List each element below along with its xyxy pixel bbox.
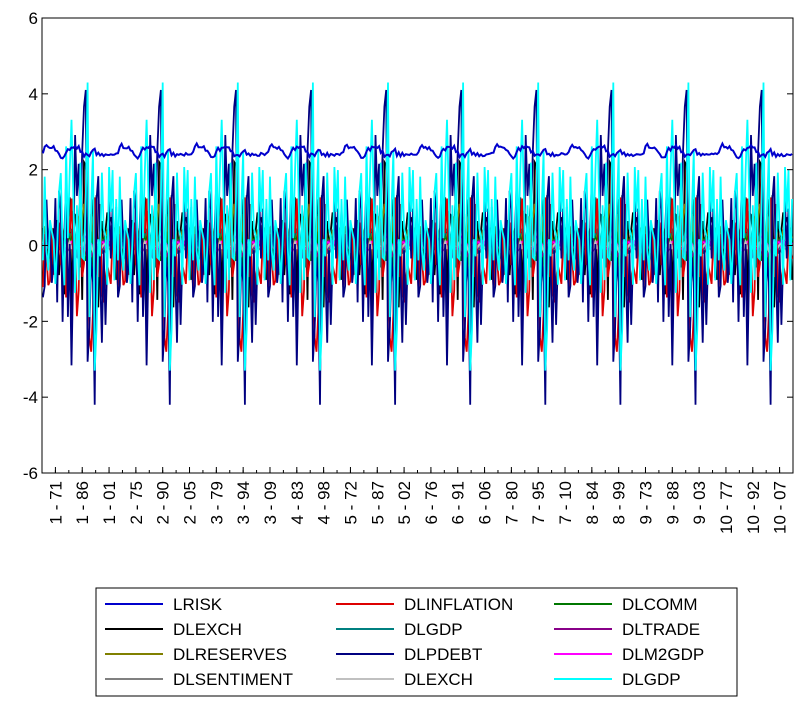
x-tick-label: 1 - 86: [73, 481, 92, 524]
x-tick-label: 10 - 92: [744, 481, 763, 534]
legend-label: DLSENTIMENT: [173, 670, 293, 689]
x-tick-label: 5 - 87: [368, 481, 387, 524]
legend-label: DLGDP: [404, 620, 463, 639]
x-tick-label: 7 - 95: [529, 481, 548, 524]
x-tick-label: 6 - 76: [422, 481, 441, 524]
x-tick-label: 9 - 73: [636, 481, 655, 524]
series-layer: [41, 82, 793, 405]
x-tick-label: 4 - 83: [288, 481, 307, 524]
x-tick-label: 10 - 77: [717, 481, 736, 534]
legend-label: DLTRADE: [622, 620, 700, 639]
x-axis: 1 - 71 1 - 86 1 - 01 2 - 75 2 - 90 2 - 05 3 - …: [41, 467, 794, 534]
y-tick-label: 0: [29, 237, 38, 256]
x-tick-label: 9 - 03: [690, 481, 709, 524]
legend-label: DLCOMM: [622, 595, 698, 614]
series-line-dlgdp-11: [42, 82, 793, 371]
x-tick-label: 6 - 06: [476, 481, 495, 524]
x-tick-label: 1 - 71: [46, 481, 65, 524]
x-tick-label: 7 - 80: [502, 481, 521, 524]
x-tick-label: 7 - 10: [556, 481, 575, 524]
x-tick-label: 8 - 99: [610, 481, 629, 524]
legend-label: DLEXCH: [404, 670, 473, 689]
y-tick-label: 6: [29, 9, 38, 28]
y-tick-label: 4: [29, 85, 38, 104]
legend-label: DLGDP: [622, 670, 681, 689]
legend-label: DLINFLATION: [404, 595, 513, 614]
x-tick-label: 3 - 79: [207, 481, 226, 524]
y-tick-label: 2: [29, 161, 38, 180]
legend: LRISK DLINFLATION DLCOMM DLEXCH DLGDP DLTRADE…: [95, 587, 738, 697]
x-tick-label: 5 - 02: [395, 481, 414, 524]
y-axis: 6 4 2 0 -2 -4 -6: [23, 9, 793, 483]
x-tick-label: 8 - 84: [583, 481, 602, 524]
x-tick-label: 2 - 05: [181, 481, 200, 524]
x-tick-label: 1 - 01: [100, 481, 119, 524]
y-tick-label: -2: [23, 312, 38, 331]
legend-label: DLEXCH: [173, 620, 242, 639]
legend-label: DLPDEBT: [404, 645, 482, 664]
x-tick-label: 3 - 09: [261, 481, 280, 524]
series-line-lrisk-0: [41, 141, 793, 161]
x-tick-label: 4 - 98: [315, 481, 334, 524]
x-tick-label: 2 - 75: [127, 481, 146, 524]
x-tick-label: 9 - 88: [663, 481, 682, 524]
y-tick-label: -4: [23, 388, 38, 407]
x-tick-label: 3 - 94: [234, 481, 253, 524]
legend-label: DLRESERVES: [173, 645, 287, 664]
legend-label: LRISK: [173, 595, 223, 614]
x-tick-label: 2 - 90: [154, 481, 173, 524]
legend-box: [95, 587, 738, 697]
legend-label: DLM2GDP: [622, 645, 704, 664]
y-tick-label: -6: [23, 464, 38, 483]
x-tick-label: 10 - 07: [771, 481, 790, 534]
x-tick-label: 6 - 91: [449, 481, 468, 524]
x-tick-label: 5 - 72: [341, 481, 360, 524]
